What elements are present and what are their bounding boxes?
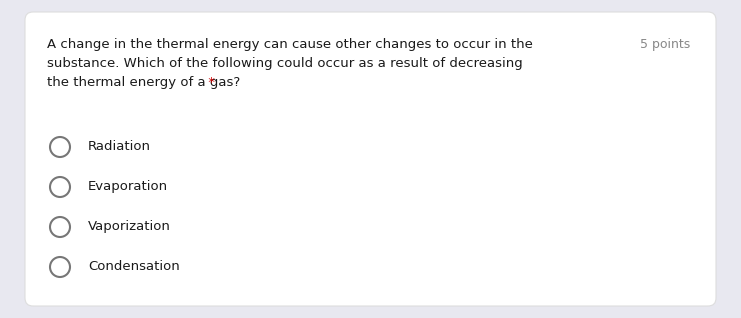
Text: Evaporation: Evaporation <box>88 180 168 193</box>
Text: A change in the thermal energy can cause other changes to occur in the: A change in the thermal energy can cause… <box>47 38 533 51</box>
Text: Vaporization: Vaporization <box>88 220 171 233</box>
Text: 5 points: 5 points <box>639 38 690 51</box>
Text: Condensation: Condensation <box>88 260 180 273</box>
Text: Radiation: Radiation <box>88 140 151 153</box>
Text: substance. Which of the following could occur as a result of decreasing: substance. Which of the following could … <box>47 57 522 70</box>
FancyBboxPatch shape <box>25 12 716 306</box>
Text: *: * <box>204 76 215 89</box>
Text: the thermal energy of a gas?: the thermal energy of a gas? <box>47 76 240 89</box>
